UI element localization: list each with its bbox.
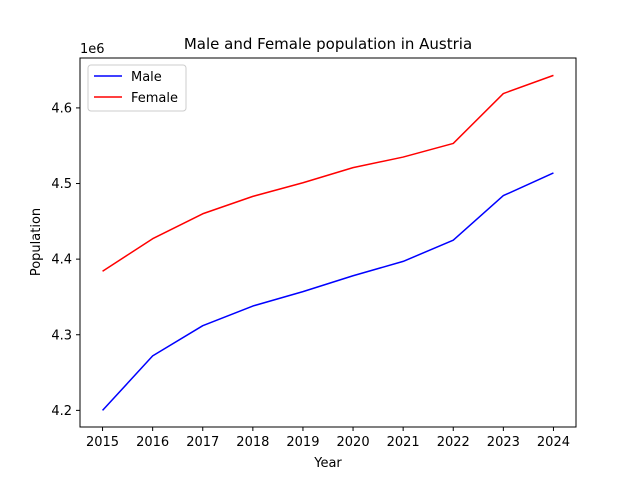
x-tick-label: 2023 xyxy=(487,435,520,450)
legend-label-male: Male xyxy=(131,70,162,85)
x-tick-label: 2018 xyxy=(236,435,269,450)
x-tick-label: 2024 xyxy=(537,435,570,450)
y-tick-label: 4.3 xyxy=(51,328,72,343)
y-tick-label: 4.5 xyxy=(51,177,72,192)
y-offset-label: 1e6 xyxy=(80,42,105,57)
x-tick-label: 2019 xyxy=(286,435,319,450)
plot-frame xyxy=(79,57,577,428)
x-axis: 2015 2016 2017 2018 2019 2020 2021 2022 2023 2024 xyxy=(86,427,570,450)
y-tick-label: 4.6 xyxy=(51,101,72,116)
y-tick-label: 4.2 xyxy=(51,404,72,419)
chart-title: Male and Female population in Austria xyxy=(184,35,472,53)
y-tick-label: 4.4 xyxy=(51,253,72,268)
x-tick-label: 2016 xyxy=(136,435,169,450)
legend-label-female: Female xyxy=(131,91,178,106)
x-tick-label: 2015 xyxy=(86,435,119,450)
series-line-male xyxy=(101,172,554,411)
x-axis-label: Year xyxy=(313,456,342,471)
x-tick-label: 2017 xyxy=(186,435,219,450)
plot-area xyxy=(79,57,577,428)
series-line-female xyxy=(102,74,554,272)
x-tick-label: 2021 xyxy=(387,435,420,450)
y-axis-label: Population xyxy=(29,208,44,276)
series-lines xyxy=(101,74,554,411)
x-tick-label: 2022 xyxy=(437,435,470,450)
x-tick-label: 2020 xyxy=(337,435,370,450)
y-axis: 4.2 4.3 4.4 4.5 4.6 xyxy=(51,101,80,419)
legend: Male Female xyxy=(87,64,187,112)
